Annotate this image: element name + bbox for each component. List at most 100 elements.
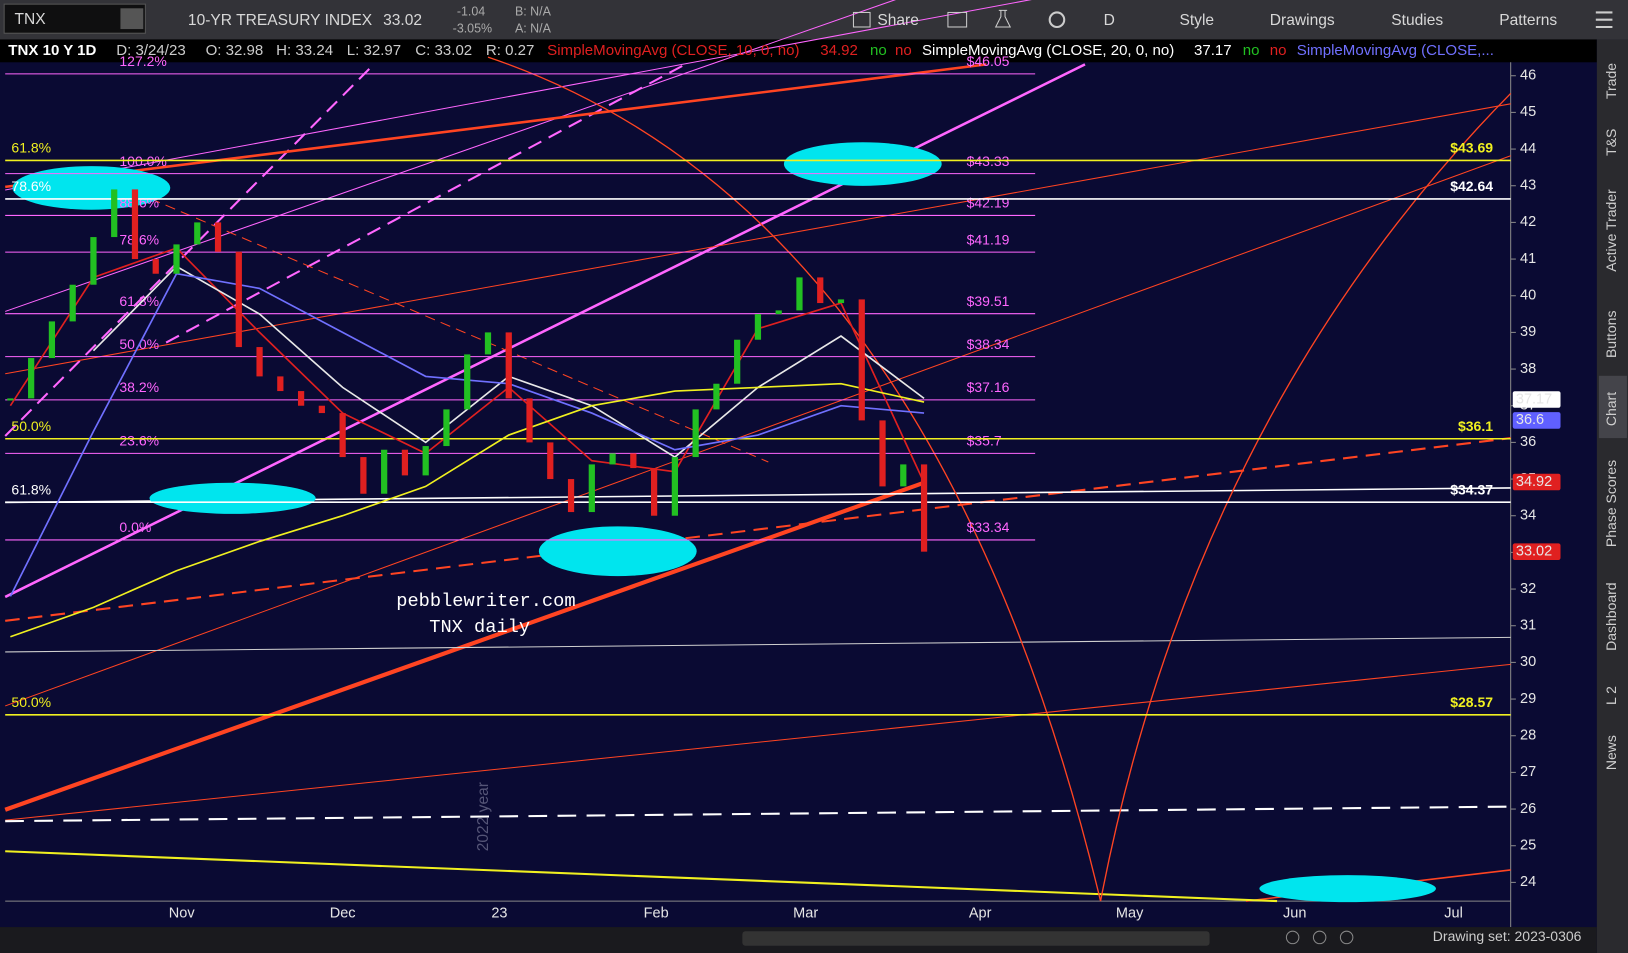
zoom-icon[interactable]	[1339, 930, 1354, 945]
trend-line	[5, 805, 1511, 823]
last-price: 33.02	[383, 12, 422, 29]
change-pct: -3.05%	[453, 21, 492, 35]
price-badge-label: 34.92	[1516, 474, 1552, 490]
study-label[interactable]: SimpleMovingAvg (CLOSE, 20, 0, no)	[922, 42, 1174, 59]
y-tick-label: 42	[1520, 214, 1536, 230]
price-badge-label: 37.17	[1516, 391, 1552, 407]
button[interactable]: Share	[877, 12, 919, 29]
x-tick-label: Jul	[1444, 905, 1463, 921]
status: Drawing set: 2023-0306	[1433, 928, 1582, 944]
button[interactable]: Patterns	[1499, 12, 1557, 29]
candle	[48, 321, 56, 359]
x-tick-label: Jun	[1283, 905, 1306, 921]
trend-line	[4, 480, 925, 812]
button[interactable]: Studies	[1391, 12, 1443, 29]
candle	[692, 409, 699, 458]
fib-price-label: $37.16	[967, 379, 1010, 395]
header-bar	[0, 39, 1597, 63]
y-tick-label: 43	[1520, 178, 1536, 194]
study-label[interactable]: SimpleMovingAvg (CLOSE, 10, 0, no)	[547, 42, 799, 59]
y-tick-label: 46	[1520, 68, 1536, 84]
candle	[297, 391, 305, 406]
candle	[837, 299, 845, 304]
candle	[858, 299, 865, 421]
side-tab[interactable]: Chart	[1603, 392, 1619, 426]
fib-price-label: $38.34	[967, 336, 1010, 352]
side-tab[interactable]: Trade	[1603, 63, 1619, 99]
x-tick-label: Dec	[330, 905, 356, 921]
header-symbol: TNX 10 Y 1D	[8, 42, 96, 59]
y-tick-label: 26	[1520, 801, 1536, 817]
axes: 2425262728293031323334353637383940414243…	[169, 68, 1561, 921]
y-tick-label: 27	[1520, 764, 1536, 780]
arc	[1099, 92, 1512, 902]
button[interactable]: Style	[1179, 12, 1214, 29]
candle	[111, 189, 118, 238]
candle	[734, 339, 741, 384]
y-tick-label: 34	[1520, 508, 1536, 524]
y-tick-label: 32	[1520, 581, 1536, 597]
button[interactable]: D	[1104, 12, 1115, 29]
candle	[464, 354, 471, 410]
candle	[920, 464, 928, 552]
fib-pct-label: 127.2%	[119, 53, 166, 69]
fib-pct-label: 78.6%	[119, 231, 159, 247]
icon[interactable]	[994, 9, 1012, 28]
x-tick-label: Apr	[969, 905, 992, 921]
header-open: O: 32.98	[206, 42, 264, 59]
zoom-icon[interactable]	[1285, 930, 1300, 945]
side-tab[interactable]: Phase Scores	[1603, 460, 1619, 547]
trend-line	[165, 63, 686, 344]
symbol[interactable]: TNX	[15, 11, 47, 28]
price-badge-label: 33.02	[1516, 544, 1552, 560]
candle	[505, 332, 512, 399]
button[interactable]: Drawings	[1270, 12, 1335, 29]
side-tab[interactable]: T&S	[1603, 129, 1619, 156]
candle	[381, 449, 388, 494]
icon[interactable]	[947, 11, 968, 28]
header-high: H: 33.24	[276, 42, 333, 59]
candle	[131, 189, 139, 260]
side-tab[interactable]: Active Trader	[1603, 189, 1619, 272]
highlight	[783, 142, 942, 186]
side-panel	[1596, 39, 1628, 953]
y-tick-label: 29	[1520, 691, 1536, 707]
study-flag: no	[1270, 42, 1287, 59]
description: 10-YR TREASURY INDEX	[188, 12, 373, 29]
candle	[547, 442, 554, 480]
study-flag: no	[870, 42, 887, 59]
study-flag: no	[1243, 42, 1260, 59]
header-low: L: 32.97	[347, 42, 401, 59]
y-tick-label: 30	[1520, 654, 1536, 670]
moving-average	[9, 247, 925, 484]
candle	[443, 409, 450, 447]
symbol-dropdown[interactable]	[120, 8, 144, 30]
highlight	[1259, 875, 1436, 903]
trend-line	[5, 0, 896, 312]
zoom-icon[interactable]	[1312, 930, 1327, 945]
study-value: 34.92	[820, 42, 858, 59]
price-badge	[1512, 412, 1561, 429]
fib-price-label: $35.7	[967, 433, 1002, 449]
fib-pct-label: 61.8%	[119, 293, 159, 309]
candle	[90, 237, 97, 285]
fib-pct-label: 38.2%	[119, 379, 159, 395]
trend-line	[4, 63, 375, 437]
side-tab[interactable]: News	[1603, 735, 1619, 770]
side-tab[interactable]: Buttons	[1603, 311, 1619, 358]
header-date: D: 3/24/23	[116, 42, 185, 59]
price-badge	[1512, 391, 1561, 408]
price-badge	[1512, 543, 1561, 560]
study-label[interactable]: SimpleMovingAvg (CLOSE,...	[1297, 42, 1494, 59]
candle	[526, 398, 533, 443]
icon[interactable]	[1048, 11, 1066, 29]
candle	[214, 222, 222, 252]
side-tab[interactable]: L 2	[1603, 686, 1619, 705]
side-tab[interactable]: Dashboard	[1603, 582, 1619, 650]
header-close: C: 33.02	[415, 42, 472, 59]
share-icon[interactable]	[852, 11, 871, 28]
candle	[567, 479, 575, 513]
highlight	[149, 482, 316, 514]
scroll-thumb[interactable]	[742, 931, 1210, 946]
menu[interactable]	[1595, 11, 1613, 29]
